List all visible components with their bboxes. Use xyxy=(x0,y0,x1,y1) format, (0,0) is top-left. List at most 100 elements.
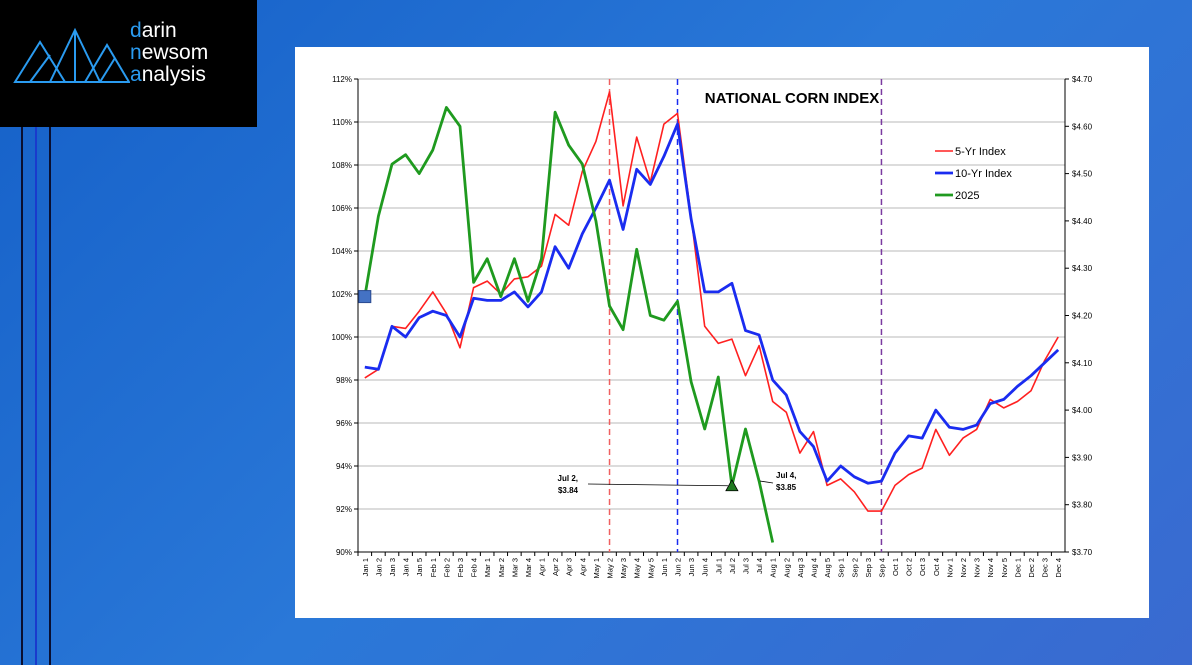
x-tick-label: Jun 3 xyxy=(687,558,696,576)
y2-tick-label: $3.70 xyxy=(1072,548,1093,557)
x-tick-label: Aug 3 xyxy=(796,558,805,578)
x-tick-label: Dec 2 xyxy=(1027,558,1036,578)
x-tick-label: Feb 2 xyxy=(442,558,451,577)
x-tick-label: Aug 2 xyxy=(782,558,791,578)
x-tick-label: Dec 1 xyxy=(1013,558,1022,578)
annotation-text: $3.84 xyxy=(558,486,579,495)
x-tick-label: Sep 1 xyxy=(837,558,846,578)
y2-tick-label: $4.20 xyxy=(1072,312,1093,321)
x-tick-label: Sep 4 xyxy=(877,558,886,578)
x-tick-label: May 3 xyxy=(619,558,628,578)
x-tick-label: Feb 3 xyxy=(456,558,465,577)
y-tick-label: 92% xyxy=(336,505,352,514)
x-tick-label: Apr 4 xyxy=(578,558,587,576)
y-tick-label: 102% xyxy=(332,290,352,299)
y2-tick-label: $3.90 xyxy=(1072,453,1093,462)
x-tick-label: Jul 1 xyxy=(714,558,723,574)
logo: darin newsom analysis xyxy=(0,0,257,127)
x-tick-label: Oct 3 xyxy=(918,558,927,576)
y2-tick-label: $4.00 xyxy=(1072,406,1093,415)
chart-title: NATIONAL CORN INDEX xyxy=(705,90,879,107)
annotation-text: Jul 4, xyxy=(776,471,796,480)
start-marker xyxy=(358,290,372,304)
x-tick-label: Jan 3 xyxy=(388,558,397,576)
y2-tick-label: $4.60 xyxy=(1072,122,1093,131)
x-tick-label: Mar 4 xyxy=(524,558,533,577)
x-tick-label: Feb 4 xyxy=(470,558,479,577)
annotation-text: $3.85 xyxy=(776,483,797,492)
legend-label: 2025 xyxy=(955,190,979,202)
decor-line xyxy=(35,127,37,665)
y-tick-label: 110% xyxy=(332,118,352,127)
logo-word: newsom xyxy=(130,41,209,64)
x-tick-label: Jul 4 xyxy=(755,558,764,574)
series-line xyxy=(363,106,775,543)
legend-label: 10-Yr Index xyxy=(955,168,1012,180)
decor-line xyxy=(49,127,51,665)
x-tick-label: Oct 4 xyxy=(932,558,941,576)
x-tick-label: Apr 3 xyxy=(565,558,574,576)
logo-icon xyxy=(13,27,130,83)
x-tick-label: Oct 1 xyxy=(891,558,900,576)
x-tick-label: Jun 2 xyxy=(674,558,683,576)
x-tick-label: Mar 3 xyxy=(510,558,519,577)
legend-label: 5-Yr Index xyxy=(955,146,1006,158)
y2-tick-label: $4.50 xyxy=(1072,170,1093,179)
annotation-marker xyxy=(725,478,739,492)
y2-tick-label: $3.80 xyxy=(1072,501,1093,510)
x-tick-label: Dec 4 xyxy=(1054,558,1063,578)
x-tick-label: May 2 xyxy=(606,558,615,578)
x-tick-label: Nov 1 xyxy=(945,558,954,578)
annotation-leader xyxy=(587,483,728,487)
x-tick-label: Jul 2 xyxy=(728,558,737,574)
x-tick-label: Apr 1 xyxy=(538,558,547,576)
x-tick-label: Sep 3 xyxy=(864,558,873,578)
x-tick-label: Mar 1 xyxy=(483,558,492,577)
x-tick-label: May 1 xyxy=(592,558,601,578)
x-tick-label: May 4 xyxy=(633,558,642,578)
x-tick-label: May 5 xyxy=(646,558,655,578)
series-line xyxy=(364,122,1060,485)
logo-word: analysis xyxy=(130,63,206,86)
y-tick-label: 108% xyxy=(332,161,352,170)
y2-tick-label: $4.70 xyxy=(1072,75,1093,84)
x-tick-label: Jun 1 xyxy=(660,558,669,576)
x-tick-label: Jan 2 xyxy=(374,558,383,576)
y-tick-label: 100% xyxy=(332,333,352,342)
x-tick-label: Nov 3 xyxy=(973,558,982,578)
x-tick-label: Jul 3 xyxy=(741,558,750,574)
x-tick-label: Jan 5 xyxy=(415,558,424,576)
x-tick-label: Apr 2 xyxy=(551,558,560,576)
x-tick-label: Nov 2 xyxy=(959,558,968,578)
annotation-leader xyxy=(760,480,774,484)
y2-tick-label: $4.40 xyxy=(1072,217,1093,226)
chart-panel xyxy=(295,47,1149,618)
y-tick-label: 104% xyxy=(332,247,352,256)
x-tick-label: Dec 3 xyxy=(1041,558,1050,578)
x-tick-label: Nov 4 xyxy=(986,558,995,578)
x-tick-label: Aug 5 xyxy=(823,558,832,578)
x-tick-label: Aug 4 xyxy=(809,558,818,578)
y-tick-label: 112% xyxy=(332,75,352,84)
y-tick-label: 98% xyxy=(336,376,352,385)
x-tick-label: Jun 4 xyxy=(701,558,710,576)
y-tick-label: 94% xyxy=(336,462,352,471)
x-tick-label: Feb 1 xyxy=(429,558,438,577)
series-line xyxy=(364,91,1059,512)
x-tick-label: Sep 2 xyxy=(850,558,859,578)
x-tick-label: Aug 1 xyxy=(769,558,778,578)
y2-tick-label: $4.30 xyxy=(1072,264,1093,273)
y-tick-label: 90% xyxy=(336,548,352,557)
decor-line xyxy=(21,127,23,665)
logo-word: darin xyxy=(130,19,177,42)
annotation-text: Jul 2, xyxy=(558,474,578,483)
y-tick-label: 96% xyxy=(336,419,352,428)
y2-tick-label: $4.10 xyxy=(1072,359,1093,368)
x-tick-label: Jan 4 xyxy=(402,558,411,576)
y-tick-label: 106% xyxy=(332,204,352,213)
x-tick-label: Oct 2 xyxy=(905,558,914,576)
x-tick-label: Jan 1 xyxy=(361,558,370,576)
x-tick-label: Nov 5 xyxy=(1000,558,1009,578)
